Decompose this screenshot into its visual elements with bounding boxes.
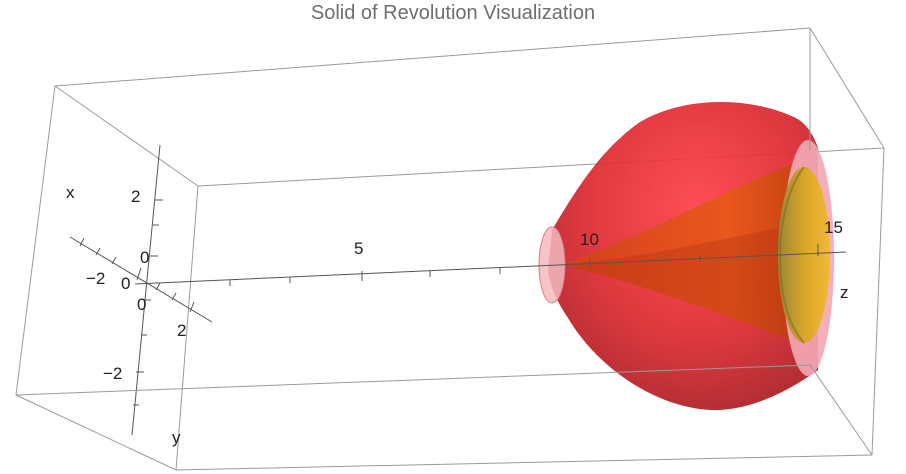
z-axis [134, 251, 847, 285]
z-tick-label-0: 0 [121, 274, 130, 293]
inner-cap [778, 167, 830, 343]
bounding-box-front [15, 28, 885, 471]
inner-cone-surface [562, 162, 800, 344]
x-tick-label-bottom: −2 [103, 364, 122, 383]
x-axis [131, 144, 161, 436]
y-axis-label: y [172, 428, 181, 447]
y-tick-label-left: −2 [86, 269, 105, 288]
x-tick-label-middle: 0 [140, 248, 149, 267]
y-tick-label-right: 2 [177, 321, 186, 340]
axes: 2 0 −2 −2 0 2 0 5 10 15 x y z [66, 144, 849, 447]
x-axis-ticks [133, 199, 163, 406]
inner-cone-shadow [562, 224, 800, 344]
y-tick-label-middle: 0 [137, 295, 146, 314]
z-tick-label-10: 10 [580, 230, 599, 249]
x-tick-label-top: 2 [131, 187, 140, 206]
z-tick-label-15: 15 [824, 218, 843, 237]
x-axis-label: x [66, 183, 75, 202]
y-axis [69, 236, 213, 323]
z-axis-label: z [840, 283, 849, 302]
y-axis-ticks [79, 237, 195, 313]
z-axis-ticks [229, 244, 819, 286]
solid-of-revolution[interactable] [538, 101, 834, 411]
z-tick-label-5: 5 [354, 239, 363, 258]
plot-title: Solid of Revolution Visualization [310, 2, 596, 24]
